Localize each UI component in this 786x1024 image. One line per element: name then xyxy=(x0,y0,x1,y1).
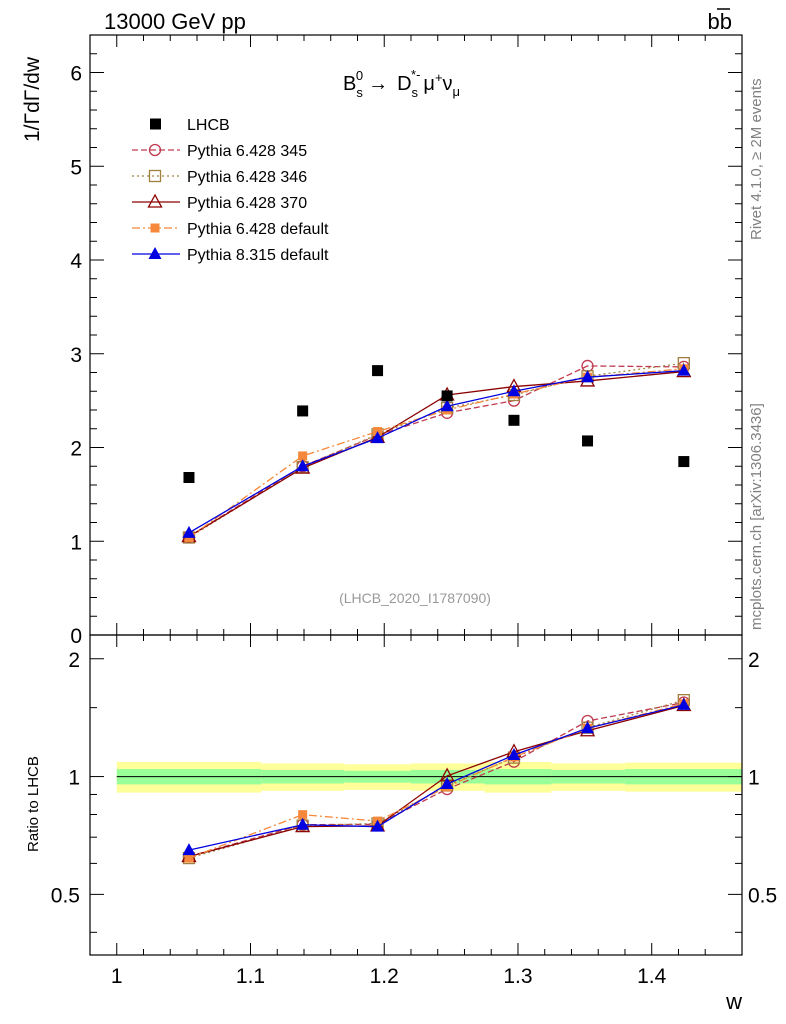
header-process-label: bb xyxy=(708,9,733,34)
ratio-tick-label: 2 xyxy=(68,649,80,672)
lhcb-data-point xyxy=(372,365,384,377)
x-axis-label: w xyxy=(725,989,742,1014)
lhcb-data-point xyxy=(297,405,309,417)
legend-label-lhcb: LHCB xyxy=(187,117,230,134)
x-tick-label: 1.3 xyxy=(503,965,532,988)
analysis-id: (LHCB_2020_I1787090) xyxy=(339,590,491,606)
ratio-plot-frame xyxy=(89,634,743,956)
y-tick-label: 6 xyxy=(70,63,82,86)
lhcb-data-point xyxy=(508,414,520,426)
y-tick-label: 0 xyxy=(70,625,82,648)
ratio-y-axis-label: Ratio to LHCB xyxy=(25,756,42,852)
x-tick-label: 1.1 xyxy=(236,965,265,988)
y-tick-label: 2 xyxy=(70,438,82,461)
series-1-main-line xyxy=(188,362,684,539)
series-0-main-line xyxy=(188,365,684,538)
series-3-main-point xyxy=(298,451,308,461)
series-4-main-point xyxy=(677,363,691,376)
series-4-ratio-point xyxy=(507,747,521,760)
y-tick-label: 1 xyxy=(70,531,82,554)
series-4-ratio-point xyxy=(581,721,595,734)
series-3-ratio-point xyxy=(298,810,308,820)
legend-marker-0 xyxy=(148,143,162,157)
series-4-ratio-point xyxy=(182,843,196,856)
series-4-main-point xyxy=(581,370,595,383)
series-4-main-point xyxy=(182,525,196,538)
legend-label-4: Pythia 8.315 default xyxy=(187,247,329,264)
series-3-main-line xyxy=(188,368,684,539)
series-4-ratio-point xyxy=(677,697,691,710)
legend-marker-lhcb xyxy=(150,118,161,130)
y-tick-label: 5 xyxy=(70,156,82,179)
lhcb-data-point xyxy=(441,390,453,402)
legend-label-0: Pythia 6.428 345 xyxy=(187,143,307,160)
x-tick-label: 1.4 xyxy=(637,965,667,988)
header-energy-label: 13000 GeV pp xyxy=(104,9,246,34)
series-4-ratio-point xyxy=(296,817,310,830)
series-4-main-point xyxy=(371,431,385,444)
series-3-ratio-point xyxy=(184,853,194,863)
legend-marker-1 xyxy=(148,169,162,183)
legend-marker-3 xyxy=(150,223,160,233)
lhcb-data-point xyxy=(582,435,594,447)
process-title: Bs0 → Ds*- μ+νμ xyxy=(343,67,460,100)
series-4-main-point xyxy=(507,384,521,397)
ratio-tick-label-right: 0.5 xyxy=(748,884,777,907)
ratio-tick-label-right: 1 xyxy=(748,767,760,790)
y-tick-label: 3 xyxy=(70,344,82,367)
legend-label-1: Pythia 6.428 346 xyxy=(187,169,307,186)
ratio-tick-label-right: 2 xyxy=(748,649,760,672)
series-4-main-point xyxy=(296,459,310,472)
y-tick-label: 4 xyxy=(70,250,82,273)
legend-marker-4 xyxy=(148,247,162,259)
ratio-tick-label: 1 xyxy=(68,767,80,790)
lhcb-data-point xyxy=(183,472,195,483)
series-4-main-point xyxy=(440,399,454,412)
legend-label-2: Pythia 6.428 370 xyxy=(187,195,307,212)
y-axis-label: 1/ΓdΓ/dw xyxy=(21,56,44,142)
series-2-main-line xyxy=(188,370,684,538)
lhcb-data-point xyxy=(678,456,690,468)
series-4-main-line xyxy=(188,369,684,534)
x-tick-label: 1.2 xyxy=(370,965,399,988)
series-4-ratio-point xyxy=(371,819,385,832)
legend-label-3: Pythia 6.428 default xyxy=(187,221,329,238)
series-4-ratio-point xyxy=(440,777,454,790)
rivet-label: Rivet 4.1.0, ≥ 2M events xyxy=(748,78,765,240)
legend-marker-2 xyxy=(147,193,163,208)
x-tick-label: 1 xyxy=(111,965,123,988)
mcplots-label: mcplots.cern.ch [arXiv:1306.3436] xyxy=(748,403,765,630)
ratio-tick-label: 0.5 xyxy=(51,884,80,907)
